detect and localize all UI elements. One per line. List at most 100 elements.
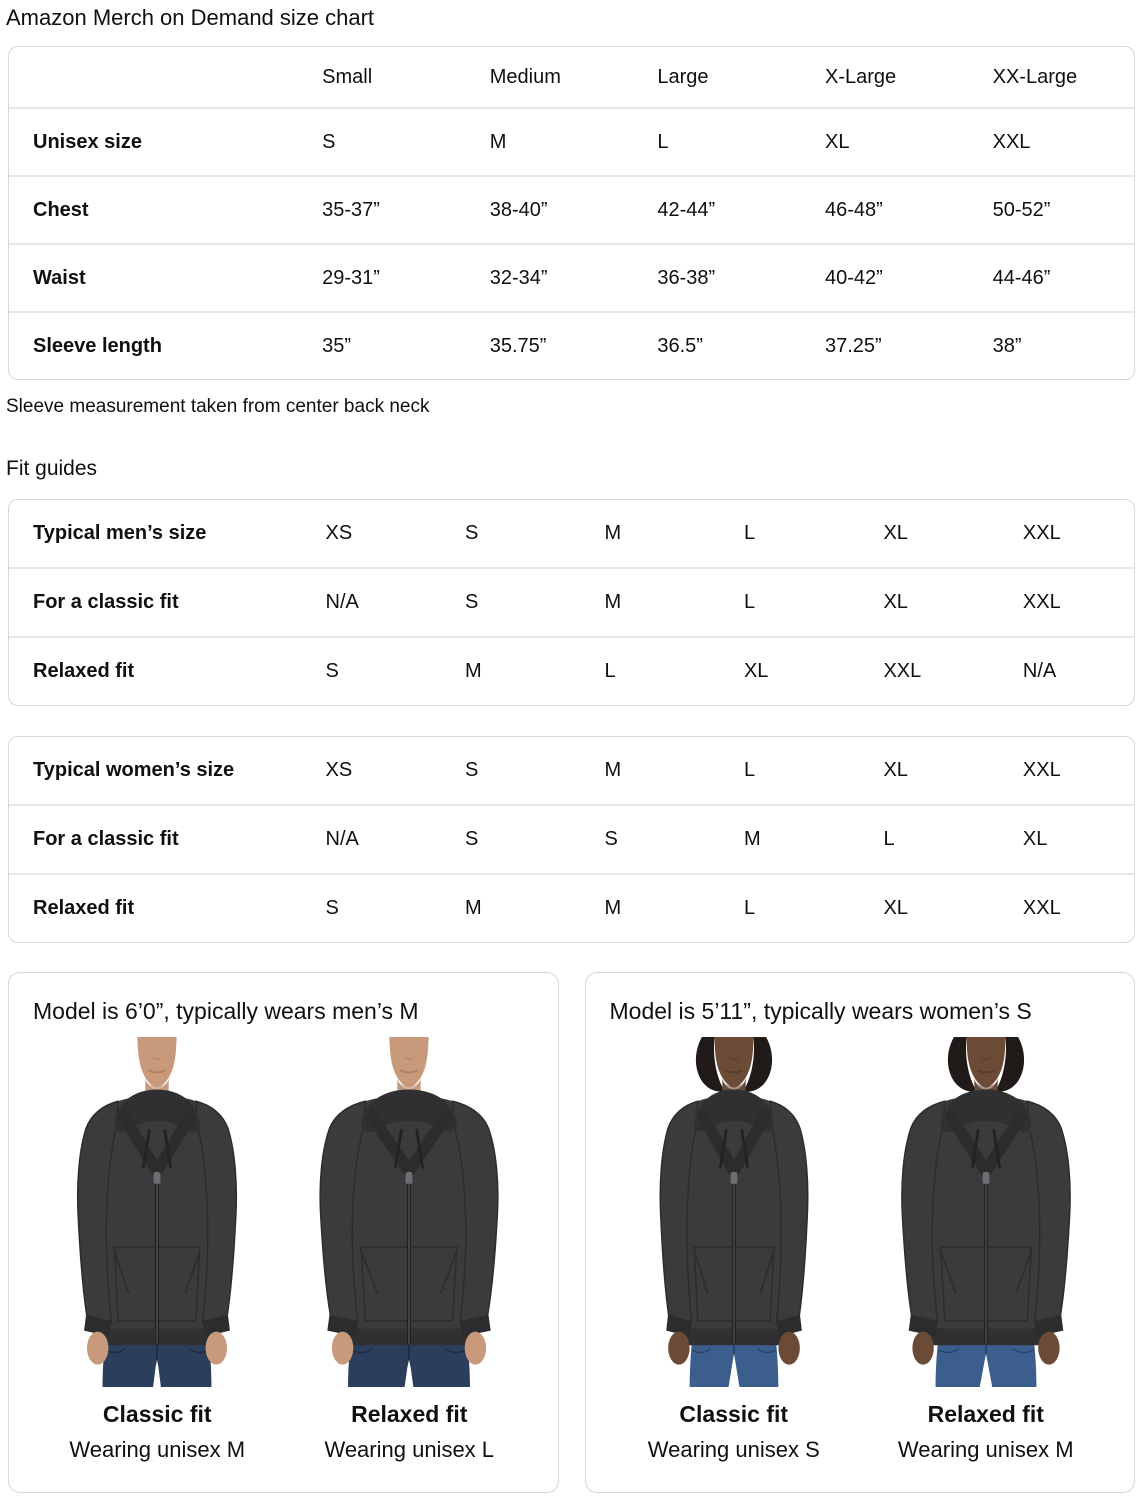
fit-cell: L (743, 759, 756, 781)
column-header-medium: Medium (489, 65, 561, 88)
row-label-typical-womens-size: Typical women’s size (33, 759, 235, 781)
fit-cell: S (301, 636, 441, 705)
fit-cell: XL (998, 804, 1134, 873)
fit-cell: XXL (1022, 522, 1061, 544)
table-row: Relaxed fit S M L XL XXL N/A (9, 636, 1134, 705)
model-boxes: Model is 6’0”, typically wears men’s M (8, 972, 1135, 1493)
fit-cell: M (719, 804, 860, 873)
column-header-large: Large (657, 65, 709, 88)
size-cell: XXL (968, 107, 1134, 175)
size-cell: 42-44” (633, 175, 801, 243)
fit-guide-men-table: Typical men’s size XS S M L XL XXL For a… (8, 499, 1135, 706)
fit-cell: XL (859, 873, 999, 942)
fit-cell: M (580, 873, 720, 942)
page-title: Amazon Merch on Demand size chart (6, 5, 375, 30)
row-label-unisex-size: Unisex size (9, 107, 299, 175)
model-photo-men-relaxed (294, 1037, 524, 1387)
fit-guides-heading: Fit guides (6, 457, 98, 480)
fit-cell: XL (719, 636, 860, 705)
fit-label: Classic fit (679, 1401, 789, 1427)
wearing-label: Wearing unisex M (897, 1437, 1074, 1462)
size-cell: M (465, 107, 634, 175)
fit-cell: M (604, 522, 622, 544)
column-header-xx-large: XX-Large (992, 65, 1078, 88)
fit-cell: N/A (998, 636, 1134, 705)
wearing-label: Wearing unisex S (647, 1437, 820, 1462)
sleeve-note: Sleeve measurement taken from center bac… (6, 396, 430, 417)
model-photo-men-classic (42, 1037, 272, 1387)
size-cell: 37.25” (801, 311, 969, 379)
model-photo-women-classic (619, 1037, 849, 1387)
size-cell: 46-48” (801, 175, 969, 243)
size-cell: 36.5” (633, 311, 801, 379)
row-label-classic-fit: For a classic fit (9, 804, 302, 873)
fit-cell: XXL (1022, 759, 1061, 781)
size-cell: 44-46” (968, 243, 1134, 311)
fit-cell: M (440, 873, 581, 942)
wearing-label: Wearing unisex M (69, 1437, 246, 1462)
model-figure-women-relaxed: Relaxed fit Wearing unisex M (871, 1037, 1101, 1462)
fit-cell: M (604, 759, 622, 781)
model-photo-women-relaxed (871, 1037, 1101, 1387)
row-label-waist: Waist (9, 243, 299, 311)
model-caption: Model is 5’11”, typically wears women’s … (609, 998, 1032, 1024)
size-cell: 36-38” (633, 243, 801, 311)
table-row: Chest 35-37” 38-40” 42-44” 46-48” 50-52” (9, 175, 1134, 243)
size-cell: 32-34” (465, 243, 634, 311)
size-cell: 40-42” (801, 243, 969, 311)
wearing-label: Wearing unisex L (324, 1437, 495, 1462)
row-label-relaxed-fit: Relaxed fit (9, 636, 302, 705)
model-box-men: Model is 6’0”, typically wears men’s M (8, 972, 559, 1493)
size-cell: 38” (968, 311, 1134, 379)
row-label-chest: Chest (9, 175, 299, 243)
size-cell: XL (801, 107, 969, 175)
table-row: Waist 29-31” 32-34” 36-38” 40-42” 44-46” (9, 243, 1134, 311)
column-header-small: Small (322, 65, 373, 88)
row-label-typical-mens-size: Typical men’s size (33, 522, 207, 544)
fit-cell: L (719, 873, 860, 942)
model-caption: Model is 6’0”, typically wears men’s M (33, 998, 419, 1024)
fit-label: Relaxed fit (927, 1401, 1044, 1427)
fit-cell: N/A (301, 567, 441, 636)
size-cell: 38-40” (465, 175, 634, 243)
row-label-classic-fit: For a classic fit (9, 567, 302, 636)
size-table-corner-cell (9, 47, 298, 107)
fit-guide-women-table: Typical women’s size XS S M L XL XXL For… (8, 736, 1135, 943)
fit-cell: XS (325, 522, 353, 544)
fit-cell: S (580, 804, 720, 873)
fit-cell: S (464, 522, 479, 544)
fit-label: Classic fit (102, 1401, 212, 1427)
fit-cell: XXL (998, 567, 1134, 636)
size-cell: 35” (298, 311, 466, 379)
table-row: Unisex size S M L XL XXL (9, 107, 1134, 175)
row-label-sleeve-length: Sleeve length (9, 311, 299, 379)
table-row: Typical women’s size XS S M L XL XXL (9, 737, 1134, 804)
fit-cell: XL (883, 759, 908, 781)
fit-cell: XL (883, 522, 908, 544)
fit-cell: L (859, 804, 999, 873)
table-row: Typical men’s size XS S M L XL XXL (9, 500, 1134, 567)
fit-cell: XL (859, 567, 999, 636)
fit-cell: S (440, 567, 581, 636)
size-table-header-row: Small Medium Large X-Large XX-Large (9, 47, 1134, 107)
fit-label: Relaxed fit (351, 1401, 468, 1427)
size-chart-table: Small Medium Large X-Large XX-Large Unis… (8, 46, 1135, 380)
fit-cell: L (719, 567, 860, 636)
fit-cell: S (464, 759, 479, 781)
fit-cell: XS (325, 759, 353, 781)
table-row: For a classic fit N/A S M L XL XXL (9, 567, 1134, 636)
fit-cell: XXL (998, 873, 1134, 942)
fit-cell: L (580, 636, 720, 705)
row-label-relaxed-fit: Relaxed fit (9, 873, 302, 942)
fit-cell: S (440, 804, 581, 873)
size-cell: 50-52” (968, 175, 1134, 243)
size-cell: 29-31” (298, 243, 466, 311)
model-figure-men-classic: Classic fit Wearing unisex M (42, 1037, 272, 1462)
fit-cell: M (440, 636, 581, 705)
table-row: Sleeve length 35” 35.75” 36.5” 37.25” 38… (9, 311, 1134, 379)
table-row: Relaxed fit S M M L XL XXL (9, 873, 1134, 942)
model-figure-men-relaxed: Relaxed fit Wearing unisex L (294, 1037, 524, 1462)
model-figure-women-classic: Classic fit Wearing unisex S (619, 1037, 849, 1462)
fit-cell: XXL (859, 636, 999, 705)
